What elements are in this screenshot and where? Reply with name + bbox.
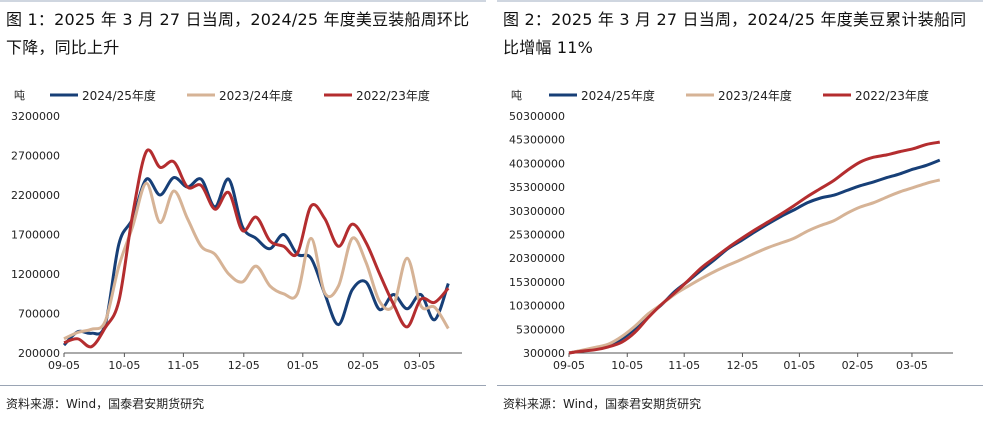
x-tick-label: 12-05 — [726, 359, 758, 372]
y-tick-label: 10300000 — [509, 300, 565, 313]
chart-title: 图 1：2025 年 3 月 27 日当周，2024/25 年度美豆装船周环比下… — [6, 10, 470, 57]
panel-bottom-rule — [497, 385, 983, 386]
legend-label: 2024/25年度 — [82, 88, 156, 103]
unit-label: 吨 — [511, 89, 522, 102]
y-tick-label: 2200000 — [11, 189, 60, 202]
legend-label: 2023/24年度 — [219, 88, 293, 103]
y-tick-label: 1700000 — [11, 229, 60, 242]
x-tick-label: 09-05 — [48, 359, 80, 372]
chart-1-svg: 吨 2024/25年度 2023/24年度 2022/23年度 200000 700000… — [11, 88, 462, 372]
y-tick-label: 25300000 — [509, 229, 565, 242]
unit-label: 吨 — [14, 89, 25, 102]
panel-top-rule — [497, 0, 983, 2]
y-tick-label: 2700000 — [11, 150, 60, 163]
x-tick-label: 02-05 — [842, 359, 874, 372]
y-tick-label: 15300000 — [509, 276, 565, 289]
legend-label: 2023/24年度 — [718, 88, 792, 103]
x-tick-label: 03-05 — [896, 359, 928, 372]
x-tick-label: 12-05 — [228, 359, 260, 372]
y-tick-label: 50300000 — [509, 110, 565, 123]
y-tick-label: 1200000 — [11, 268, 60, 281]
series-line — [568, 178, 941, 355]
y-tick-label: 45300000 — [509, 134, 565, 147]
x-tick-label: 09-05 — [553, 359, 585, 372]
x-tick-label: 11-05 — [167, 359, 199, 372]
y-tick-label: 35300000 — [509, 181, 565, 194]
y-tick-label: 40300000 — [509, 157, 565, 170]
x-tick-label: 01-05 — [287, 359, 319, 372]
chart-panel-2: 图 2：2025 年 3 月 27 日当周，2024/25 年度美豆累计装船同比… — [497, 0, 987, 427]
x-tick-label: 02-05 — [347, 359, 379, 372]
chart-2-svg: 吨 2024/25年度 2023/24年度 2022/23年度 300000 530000… — [509, 88, 953, 372]
panel-bottom-rule — [0, 385, 486, 386]
x-tick-label: 01-05 — [783, 359, 815, 372]
series-line — [63, 181, 450, 341]
source-note: 资料来源：Wind，国泰君安期货研究 — [503, 397, 702, 411]
legend-label: 2022/23年度 — [855, 88, 929, 103]
source-note: 资料来源：Wind，国泰君安期货研究 — [6, 397, 205, 411]
y-tick-label: 20300000 — [509, 252, 565, 265]
series-line — [568, 158, 941, 355]
x-tick-label: 03-05 — [403, 359, 435, 372]
y-tick-label: 700000 — [18, 308, 60, 321]
legend-label: 2022/23年度 — [356, 88, 430, 103]
y-tick-label: 5300000 — [516, 323, 565, 336]
y-tick-label: 30300000 — [509, 205, 565, 218]
series-line — [568, 140, 941, 355]
x-tick-label: 10-05 — [108, 359, 140, 372]
x-tick-label: 10-05 — [611, 359, 643, 372]
panel-top-rule — [0, 0, 486, 2]
chart-title: 图 2：2025 年 3 月 27 日当周，2024/25 年度美豆累计装船同比… — [503, 10, 967, 57]
series-line — [63, 148, 450, 349]
y-tick-label: 3200000 — [11, 110, 60, 123]
y-tick-label: 300000 — [523, 347, 565, 360]
chart-panel-1: 图 1：2025 年 3 月 27 日当周，2024/25 年度美豆装船周环比下… — [0, 0, 490, 427]
x-tick-label: 11-05 — [668, 359, 700, 372]
y-tick-label: 200000 — [18, 347, 60, 360]
legend-label: 2024/25年度 — [581, 88, 655, 103]
